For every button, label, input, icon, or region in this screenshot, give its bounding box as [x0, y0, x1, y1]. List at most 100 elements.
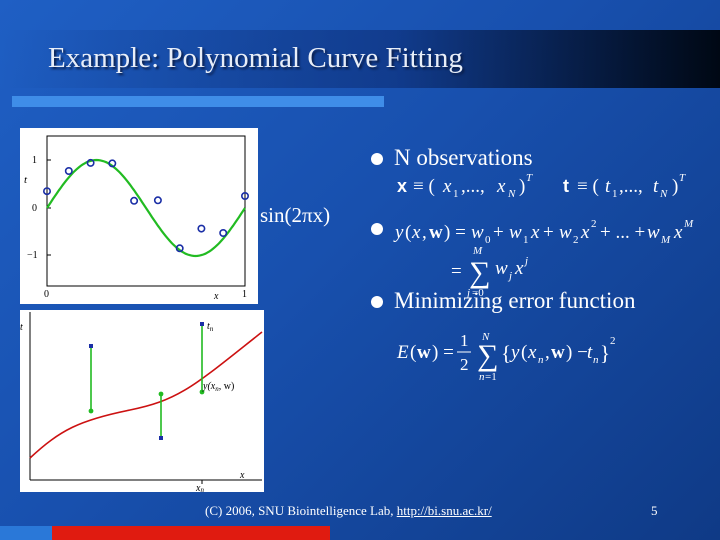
y-xn-w-label: y(xn, w) [202, 381, 234, 393]
svg-text:2: 2 [573, 234, 579, 246]
svg-text:y: y [393, 222, 404, 243]
t-axis-label: t [20, 322, 23, 333]
svg-text:0: 0 [485, 234, 491, 246]
svg-text:(: ( [521, 342, 527, 363]
svg-text:t: t [563, 176, 569, 196]
svg-text:T: T [679, 172, 686, 184]
svg-text:x: x [527, 342, 537, 363]
plot-residuals-svg: t tn y(xn, w) x xn [20, 312, 263, 494]
svg-text:) −: ) − [566, 342, 588, 363]
svg-text:,: , [545, 342, 550, 363]
svg-text:N: N [659, 188, 668, 200]
svg-text:t: t [605, 176, 611, 197]
svg-text:n: n [479, 371, 485, 383]
svg-text:t: t [587, 342, 593, 363]
svg-text:,...,: ,..., [619, 176, 643, 197]
plot-frame [46, 135, 246, 287]
svg-text:w: w [559, 222, 572, 243]
bullet-text-3: Minimizing error function [394, 288, 636, 313]
svg-text:x: x [442, 176, 452, 197]
svg-text:) =: ) = [444, 222, 466, 243]
svg-text:w: w [429, 222, 443, 243]
svg-text:w: w [471, 222, 484, 243]
x-tick-0: 0 [44, 289, 49, 300]
y-tick-neg1: −1 [27, 250, 38, 261]
bottom-accent-red [52, 526, 330, 540]
svg-text:N: N [481, 331, 490, 343]
title-band [0, 30, 720, 88]
svg-text:): ) [672, 176, 678, 197]
svg-text:t: t [653, 176, 659, 197]
svg-text:x: x [514, 258, 524, 279]
sin-curve [46, 158, 246, 258]
svg-text:n: n [593, 354, 599, 366]
x-axis-label: x [213, 291, 219, 302]
svg-text:w: w [417, 342, 431, 363]
svg-text:2: 2 [591, 218, 597, 230]
slide-title: Example: Polynomial Curve Fitting [48, 42, 463, 74]
bullet-text-1: N observations [394, 145, 533, 170]
svg-text:j: j [523, 255, 528, 267]
svg-text:) =: ) = [432, 342, 454, 363]
svg-text:,: , [422, 222, 427, 243]
bottom-accent-blue [0, 526, 52, 540]
y-axis-label: t [24, 174, 28, 186]
footer-link[interactable]: http://bi.snu.ac.kr/ [396, 503, 492, 518]
svg-text:1: 1 [460, 331, 469, 350]
tn-label: tn [207, 321, 214, 333]
svg-text:,...,: ,..., [461, 176, 485, 197]
svg-text:): ) [519, 176, 525, 197]
x-tick-1: 1 [242, 289, 247, 300]
svg-text:2: 2 [610, 335, 616, 347]
xn-label: xn [195, 483, 204, 492]
bullet-dot-2 [371, 223, 383, 235]
svg-text:w: w [551, 342, 565, 363]
svg-text:(: ( [410, 342, 416, 363]
svg-text:1: 1 [453, 188, 459, 200]
target-points [89, 322, 204, 440]
svg-text:M: M [472, 245, 483, 257]
svg-text:w: w [495, 258, 508, 279]
svg-text:∑: ∑ [469, 256, 490, 289]
svg-text:M: M [683, 218, 694, 230]
svg-text:≡ (: ≡ ( [413, 176, 435, 197]
svg-text:2: 2 [460, 355, 469, 374]
svg-text:=0: =0 [472, 287, 484, 299]
plot-residuals: t tn y(xn, w) x xn [20, 310, 264, 494]
observation-point [64, 166, 73, 175]
svg-text:x: x [580, 222, 590, 243]
page-number: 5 [651, 503, 658, 518]
svg-text:1: 1 [523, 234, 529, 246]
svg-text:w: w [647, 222, 660, 243]
svg-text:≡ (: ≡ ( [577, 176, 599, 197]
observation-point [175, 244, 184, 253]
svg-text:(: ( [405, 222, 411, 243]
svg-text:T: T [526, 172, 533, 184]
svg-text:N: N [507, 188, 516, 200]
svg-text:j: j [465, 287, 470, 299]
observation-point [42, 187, 51, 196]
curve-points [88, 389, 205, 414]
svg-text:y: y [509, 342, 520, 363]
svg-text:x: x [496, 176, 506, 197]
x-axis-label-2: x [239, 470, 245, 481]
plot-sinusoid: 1 0 −1 0 1 x t [20, 128, 258, 304]
svg-text:=1: =1 [485, 371, 497, 383]
title-underline [12, 96, 384, 107]
svg-text:x: x [411, 222, 421, 243]
svg-text:j: j [507, 270, 512, 282]
svg-text:E: E [396, 342, 409, 363]
y-tick-1: 1 [32, 155, 37, 166]
svg-text:+ ... +: + ... + [600, 222, 645, 243]
svg-text:w: w [509, 222, 522, 243]
polynomial-curve [29, 331, 263, 459]
observation-point [130, 196, 139, 205]
observation-point [108, 159, 117, 168]
svg-text:+: + [543, 222, 554, 243]
svg-text:x: x [530, 222, 540, 243]
observation-point [197, 224, 206, 233]
observation-point [219, 229, 228, 238]
observation-point [153, 196, 162, 205]
